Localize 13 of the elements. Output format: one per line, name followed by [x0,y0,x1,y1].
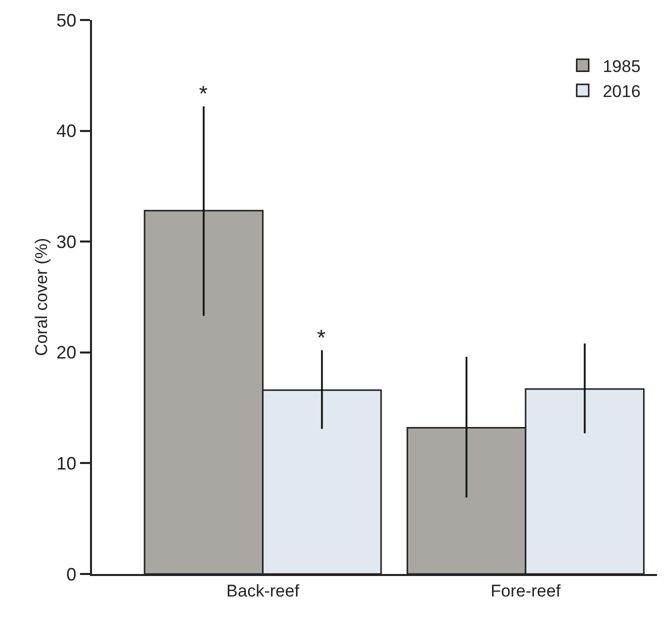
y-tick-label: 20 [56,342,76,363]
y-tick-label: 30 [56,232,76,252]
x-tick-label: Back-reef [226,581,300,600]
x-tick-label: Fore-reef [490,581,561,600]
legend-label: 2016 [602,82,641,101]
annotation: * [199,81,208,106]
annotation: * [317,325,326,350]
y-tick-label: 40 [56,121,76,142]
y-tick-label: 50 [56,10,76,30]
y-tick-label: 10 [56,454,76,474]
legend-label: 1985 [602,56,641,76]
y-tick-label: 0 [66,564,76,584]
y-axis-title: Coral cover (%) [32,238,51,356]
